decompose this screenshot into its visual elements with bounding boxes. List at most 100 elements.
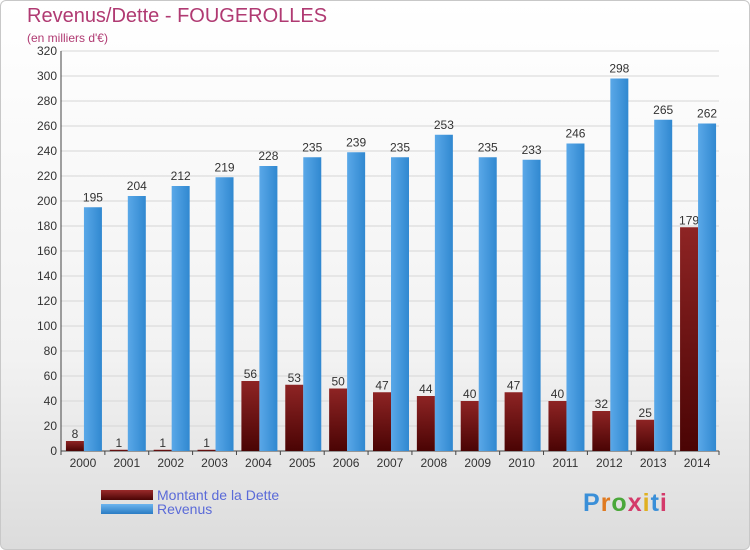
y-tick-label: 260 — [37, 119, 57, 133]
bar-revenus — [434, 134, 453, 451]
bar-dette — [680, 227, 699, 451]
data-label-revenus: 235 — [302, 140, 322, 154]
x-tick-label: 2014 — [684, 456, 711, 470]
y-tick-label: 120 — [37, 294, 57, 308]
x-tick-label: 2009 — [464, 456, 491, 470]
data-label-revenus: 253 — [434, 118, 454, 132]
data-label-revenus: 298 — [609, 62, 629, 76]
bar-revenus — [83, 207, 102, 451]
x-tick-label: 2008 — [421, 456, 448, 470]
logo-letter: P — [583, 489, 601, 517]
bar-revenus — [478, 157, 497, 451]
y-tick-label: 180 — [37, 219, 57, 233]
legend-label-revenus: Revenus — [157, 501, 213, 517]
y-tick-label: 60 — [44, 369, 58, 383]
bar-revenus — [566, 143, 585, 451]
x-tick-label: 2003 — [201, 456, 228, 470]
bar-revenus — [347, 152, 366, 451]
chart-title: Revenus/Dette - FOUGEROLLES — [27, 5, 328, 27]
bar-dette — [153, 449, 172, 451]
logo-letter: t — [650, 489, 660, 517]
data-label-dette: 8 — [72, 427, 79, 441]
bar-revenus — [215, 177, 234, 451]
y-tick-label: 160 — [37, 244, 57, 258]
data-label-dette: 53 — [288, 371, 302, 385]
y-tick-label: 140 — [37, 269, 57, 283]
y-tick-label: 320 — [37, 44, 57, 58]
x-tick-label: 2007 — [377, 456, 404, 470]
data-label-dette: 25 — [639, 406, 653, 420]
x-tick-label: 2005 — [289, 456, 316, 470]
logo-letter: r — [600, 489, 612, 517]
data-label-revenus: 195 — [83, 190, 103, 204]
data-label-revenus: 262 — [697, 107, 717, 121]
data-label-dette: 40 — [551, 387, 565, 401]
bar-revenus — [171, 186, 190, 451]
x-tick-label: 2006 — [333, 456, 360, 470]
data-label-revenus: 212 — [171, 169, 191, 183]
data-label-revenus: 235 — [390, 140, 410, 154]
bar-dette — [636, 419, 655, 451]
bar-revenus — [610, 78, 629, 451]
logo-letter: i — [659, 489, 668, 517]
legend-label-dette: Montant de la Dette — [157, 487, 280, 503]
y-tick-label: 200 — [37, 194, 57, 208]
bar-dette — [592, 411, 611, 451]
y-tick-label: 40 — [44, 394, 58, 408]
proxiti-logo: Proxiti — [583, 489, 668, 518]
y-tick-label: 300 — [37, 69, 57, 83]
y-tick-label: 0 — [50, 444, 57, 458]
x-tick-label: 2010 — [508, 456, 535, 470]
bar-revenus — [303, 157, 322, 451]
data-label-dette: 44 — [419, 382, 433, 396]
bar-dette — [65, 441, 84, 451]
data-label-dette: 56 — [244, 367, 258, 381]
bar-dette — [241, 381, 260, 451]
data-label-dette: 1 — [203, 436, 210, 450]
logo-letter: x — [627, 489, 643, 517]
data-label-dette: 1 — [159, 436, 166, 450]
y-tick-label: 280 — [37, 94, 57, 108]
x-tick-label: 2002 — [157, 456, 184, 470]
data-label-dette: 47 — [375, 378, 389, 392]
logo-letter: o — [611, 489, 628, 517]
x-tick-label: 2012 — [596, 456, 623, 470]
bar-revenus — [698, 123, 717, 451]
legend-swatch-dette — [101, 490, 153, 500]
bar-revenus — [259, 166, 278, 451]
data-label-dette: 1 — [115, 436, 122, 450]
y-tick-label: 220 — [37, 169, 57, 183]
data-label-dette: 179 — [679, 213, 699, 227]
y-tick-label: 240 — [37, 144, 57, 158]
data-label-dette: 47 — [507, 378, 521, 392]
data-label-dette: 50 — [331, 375, 345, 389]
bar-dette — [285, 384, 304, 451]
data-label-revenus: 233 — [522, 143, 542, 157]
bar-dette — [416, 396, 435, 451]
x-tick-label: 2000 — [70, 456, 97, 470]
x-tick-label: 2001 — [113, 456, 140, 470]
bar-dette — [460, 401, 479, 451]
legend-swatch-revenus — [101, 504, 153, 514]
data-label-revenus: 235 — [478, 140, 498, 154]
bar-dette — [197, 449, 216, 451]
x-tick-label: 2013 — [640, 456, 667, 470]
data-label-dette: 32 — [595, 397, 609, 411]
data-label-dette: 40 — [463, 387, 477, 401]
data-label-revenus: 246 — [565, 127, 585, 141]
bar-revenus — [127, 196, 146, 451]
data-label-revenus: 265 — [653, 103, 673, 117]
data-label-revenus: 204 — [127, 179, 147, 193]
y-tick-label: 100 — [37, 319, 57, 333]
bar-revenus — [522, 159, 541, 451]
x-tick-label: 2004 — [245, 456, 272, 470]
data-label-revenus: 219 — [215, 160, 235, 174]
logo-letter: i — [642, 489, 651, 517]
bar-dette — [329, 388, 348, 451]
chart-subtitle: (en milliers d'€) — [27, 31, 108, 45]
bar-revenus — [654, 119, 673, 451]
bar-dette — [109, 449, 128, 451]
bar-dette — [373, 392, 391, 451]
